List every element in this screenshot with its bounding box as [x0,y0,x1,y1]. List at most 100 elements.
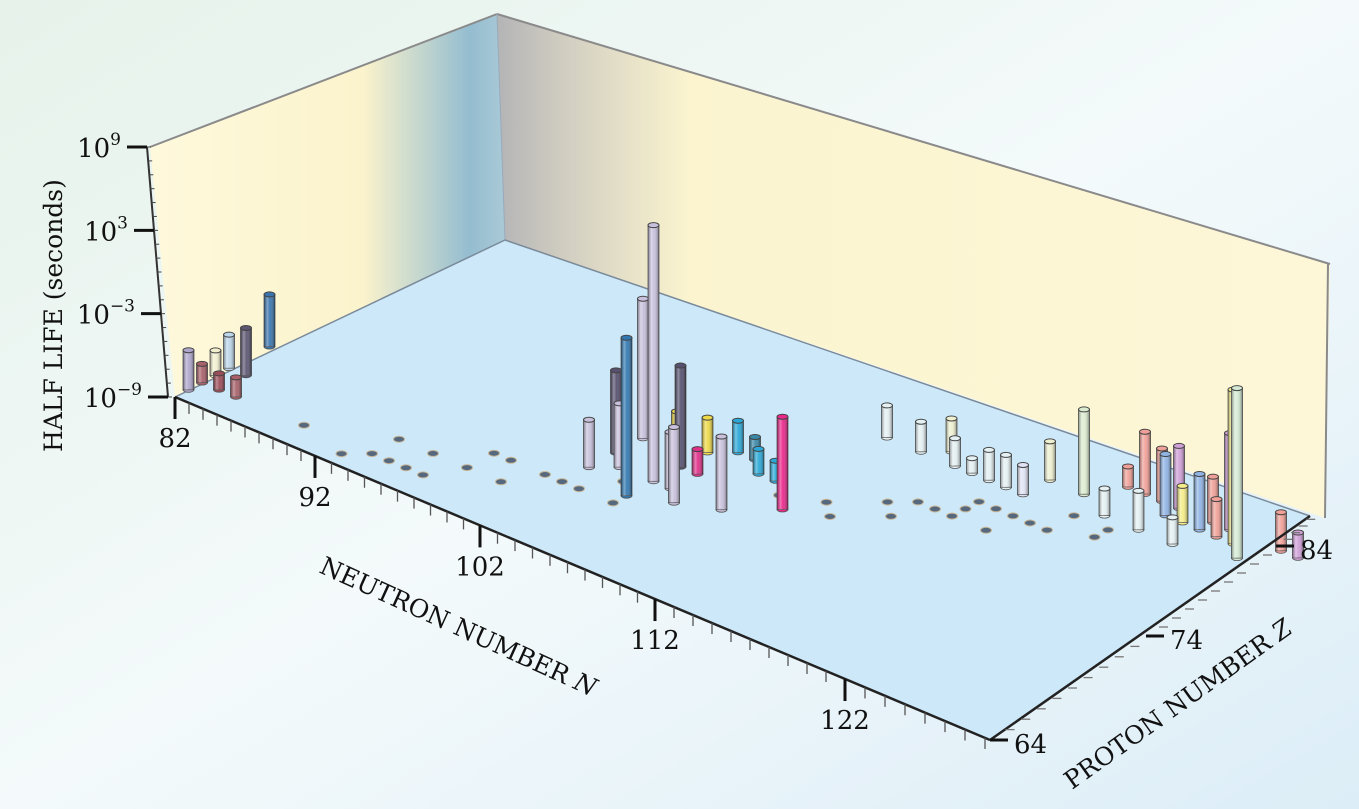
bar-top [1210,496,1223,503]
bar-top [691,446,704,453]
bar-top [1132,487,1145,494]
bar [1166,514,1179,547]
bars [182,222,1304,561]
bar-top [749,433,761,440]
floor-marker [400,464,412,472]
back-wall-top-edge [496,13,1331,265]
bar-top [1122,463,1134,470]
bar-shading [1000,454,1012,488]
bar-top [1017,461,1029,468]
bar-top [949,435,961,442]
bar [949,435,961,469]
back-corner-edge [496,13,506,241]
floor-marker [461,464,473,472]
bar-shading [230,377,242,397]
bar [1132,487,1145,533]
y-tick-base: 10 [77,301,110,331]
floor-marker [990,505,1002,513]
bar-top [1078,406,1090,413]
bar [223,331,235,372]
bar-top [966,455,978,462]
bar-top [752,445,765,452]
bar-top [1156,445,1168,452]
floor-marker [366,450,378,458]
bar [230,374,242,400]
x-tick-label: 82 [158,424,191,454]
bar-top [1176,482,1189,489]
bar-shading [210,350,221,376]
floor-marker [1024,519,1036,527]
bar [1044,438,1056,483]
y-tick-exponent: −9 [117,380,142,400]
floor-marker [929,505,941,513]
bar [732,417,744,456]
bar-top [701,414,714,421]
bar-shading [1173,445,1185,509]
bar-shading [702,417,713,453]
bar-shading [770,460,781,481]
z-tick-label: 74 [1170,626,1203,656]
bar-top [1044,438,1056,445]
bar-shading [614,403,625,468]
floor-marker [881,498,894,506]
bar [1000,451,1012,491]
bar [752,445,765,477]
bar-top [945,415,958,422]
bar-top [1173,442,1185,449]
bar-shading [881,405,893,438]
bar [701,414,714,456]
bar [715,433,728,513]
z-axis-line [989,514,1311,742]
bar-top [620,334,633,341]
bar-shading [753,448,764,474]
bar-shading [264,294,275,347]
y-tick-label: 103 [84,213,128,247]
y-tick-base: 10 [84,217,117,247]
bar [668,424,680,506]
floor-marker [556,478,568,486]
bar-shading [1122,466,1134,487]
bar-shading [1275,512,1287,551]
bar [182,347,195,393]
back-wall [497,14,1330,518]
y-tick-exponent: 3 [117,213,128,233]
x-tick-label: 92 [298,483,331,513]
bar-shading [716,436,727,510]
bar-shading [675,365,686,467]
bar [1193,470,1206,533]
bar [620,334,633,499]
left-wall-top-edge [149,13,498,148]
bar-top [263,291,276,298]
bar [966,455,978,477]
bar-shading [583,419,595,468]
bar-top [674,362,687,369]
bar [637,295,649,442]
bar-top [715,433,728,440]
bar-top [182,347,195,354]
z-tick-label: 84 [1300,536,1333,566]
floor-marker [946,512,958,520]
bar-top [213,370,225,377]
bar [1231,385,1243,561]
bar-top [1193,470,1206,477]
bar-shading [777,416,788,510]
bar [915,418,927,455]
bar [1017,461,1029,498]
bar-shading [692,449,703,474]
floor-marker [383,457,395,465]
x-tick-label: 112 [630,626,680,656]
bar-shading [732,420,744,453]
floor-marker [427,449,439,457]
floor-marker [495,478,507,486]
bar-top [1000,451,1012,458]
bar-shading [637,298,649,439]
bar [263,291,276,350]
bar-shading [1292,532,1304,558]
bar-top [1098,485,1111,492]
bar [1176,482,1189,526]
bar [881,402,893,441]
bar-shading [240,327,252,376]
y-tick-label: 10−9 [84,380,142,414]
bar [1210,496,1223,540]
